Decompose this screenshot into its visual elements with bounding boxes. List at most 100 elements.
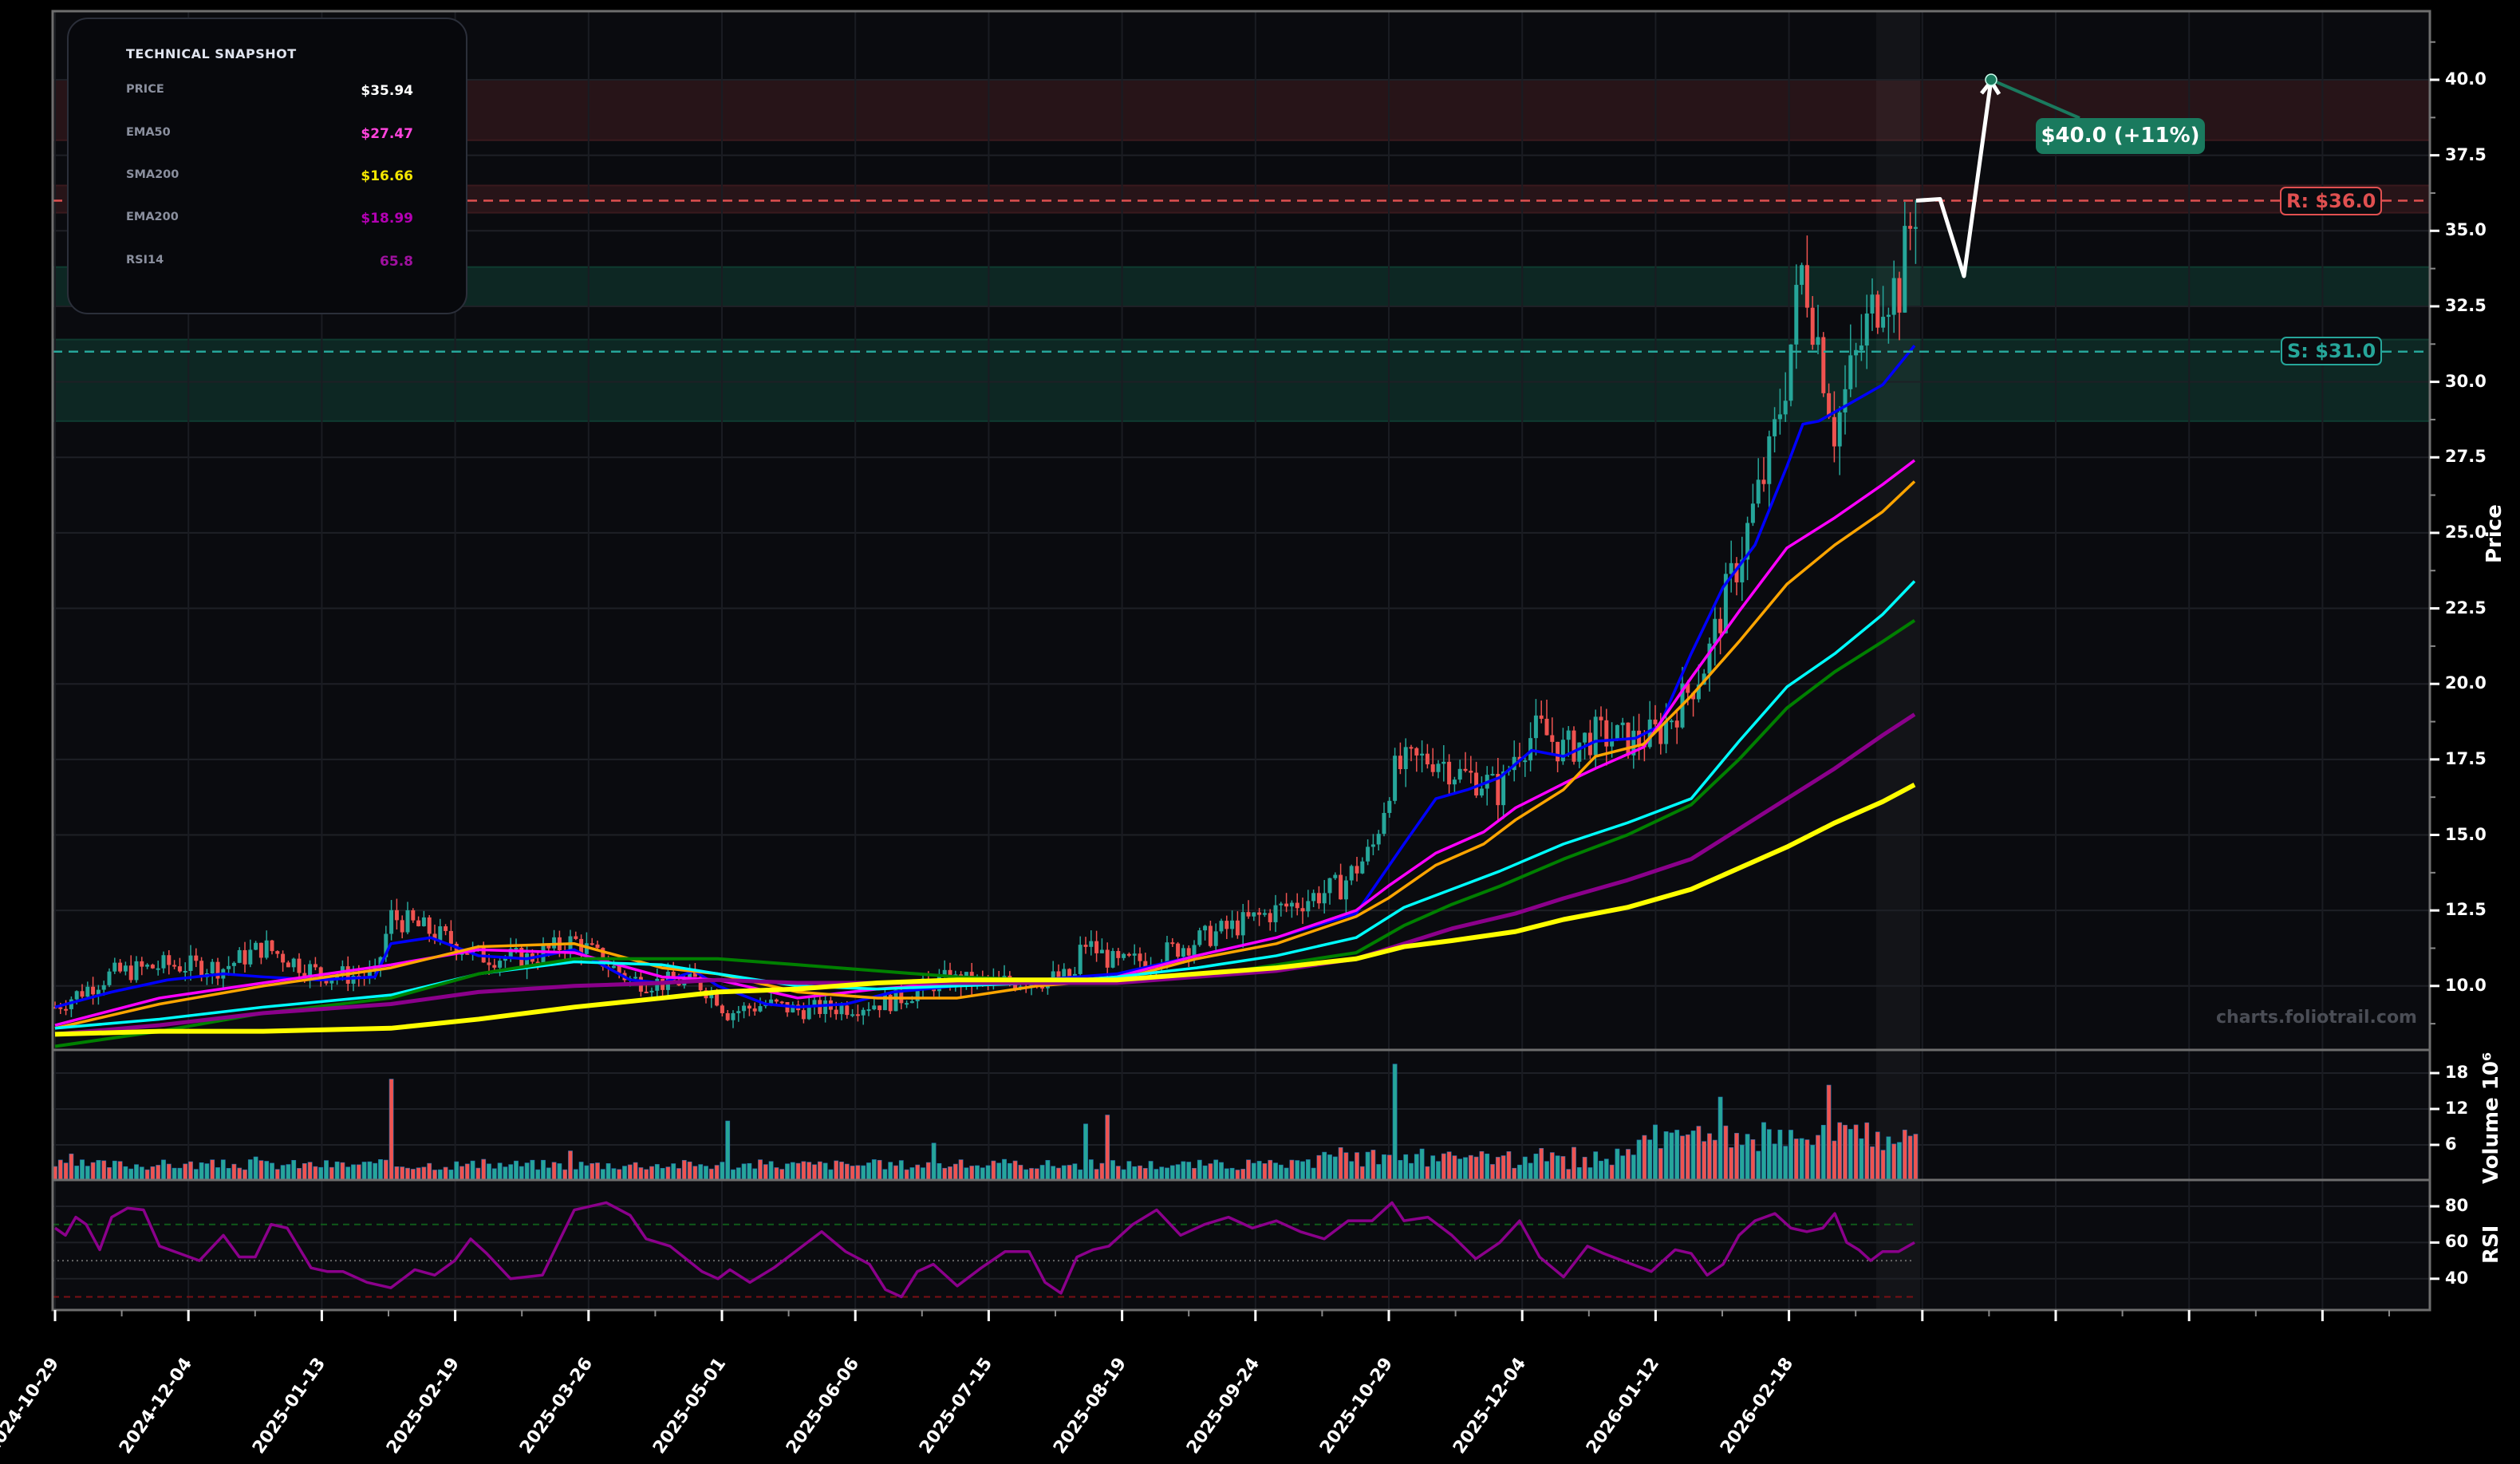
volume-bar (1316, 1154, 1322, 1182)
volume-bar (1593, 1151, 1599, 1182)
volume-bar (1506, 1151, 1512, 1182)
volume-bar (1522, 1156, 1528, 1182)
volume-bar (1138, 1165, 1142, 1182)
candle-body (297, 958, 302, 973)
candle-body (1040, 986, 1045, 988)
candle-body (882, 994, 887, 1011)
candle-body (872, 1005, 877, 1010)
volume-bar (1631, 1154, 1636, 1182)
candle-body (74, 991, 79, 1000)
volume-bar (1853, 1124, 1859, 1182)
candle-body (448, 930, 453, 944)
volume-bar (1392, 1063, 1398, 1182)
snapshot-label: PRICE (126, 83, 164, 96)
candle-body (1235, 920, 1240, 936)
volume-bar (1897, 1142, 1902, 1182)
volume-bar (1555, 1155, 1560, 1182)
candle-body (1593, 716, 1598, 756)
volume-bar (1680, 1135, 1685, 1182)
snapshot-value: $18.99 (361, 211, 413, 227)
volume-bar (1669, 1132, 1674, 1182)
volume-bar (1148, 1161, 1154, 1182)
candle-body (1767, 436, 1772, 484)
candle-body (1447, 761, 1452, 785)
volume-bar (459, 1166, 464, 1182)
volume-bar (714, 1165, 720, 1182)
snapshot-label: EMA50 (126, 126, 171, 139)
candle-body (774, 999, 779, 1002)
volume-bar (383, 1159, 388, 1182)
volume-bar (692, 1166, 698, 1182)
volume-bar (69, 1153, 74, 1182)
candle-body (1583, 732, 1587, 743)
volume-bar (503, 1166, 508, 1182)
volume-bar (1419, 1148, 1425, 1182)
price-tick-label: 30.0 (2445, 371, 2486, 391)
ma-line-ema_orange (54, 480, 1916, 1030)
candle-body (1349, 866, 1354, 881)
candle-body (855, 1014, 860, 1016)
volume-bar (605, 1163, 611, 1182)
price-tick-label: 37.5 (2445, 144, 2486, 164)
ma-line-sma200 (54, 783, 1916, 1037)
volume-bar (975, 1165, 980, 1182)
candle-body (427, 917, 432, 934)
volume-bar (1355, 1152, 1359, 1182)
volume-bar (557, 1163, 562, 1182)
candle-body (1903, 226, 1907, 313)
price-axis-title: Price (2483, 504, 2506, 563)
volume-bar (1777, 1129, 1783, 1182)
price-target-label: $40.0 (+11%) (2036, 118, 2205, 154)
candle-body (432, 933, 437, 941)
candle-body (1750, 503, 1755, 523)
candle-body (1734, 562, 1739, 582)
volume-bar (1804, 1139, 1810, 1182)
snapshot-title: TECHNICAL SNAPSHOT (126, 46, 297, 61)
volume-bar (1268, 1159, 1273, 1182)
volume-bar (1332, 1156, 1338, 1182)
volume-bar (1473, 1156, 1479, 1182)
volume-bar (1837, 1122, 1843, 1182)
volume-bar (790, 1162, 795, 1182)
volume-bar (1273, 1162, 1278, 1182)
volume-bar (795, 1162, 801, 1182)
volume-bar (839, 1161, 844, 1182)
candle-body (1240, 912, 1245, 936)
volume-axis-title: Volume 10⁶ (2479, 1052, 2503, 1184)
candle-body (227, 965, 231, 969)
candle-body (806, 1005, 811, 1020)
candle-body (1550, 735, 1555, 742)
volume-bar (1430, 1155, 1436, 1182)
volume-bar (1907, 1135, 1913, 1182)
candle-body (1126, 953, 1131, 956)
candle-body (1262, 913, 1267, 915)
volume-bar (578, 1162, 584, 1182)
volume-bar (356, 1164, 361, 1182)
candle-body (394, 910, 399, 921)
volume-bar (351, 1164, 356, 1182)
candle-body (671, 972, 676, 981)
candle-body (243, 949, 247, 965)
volume-bar (844, 1163, 850, 1182)
volume-bar (1338, 1146, 1343, 1182)
rsi-line (53, 1201, 1915, 1299)
volume-bar (1615, 1148, 1620, 1182)
candle-body (258, 942, 263, 958)
candle-body (1403, 747, 1408, 770)
candle-body (1827, 393, 1832, 417)
candle-body (1773, 419, 1777, 436)
volume-bar (1398, 1160, 1403, 1182)
volume-bar (681, 1159, 687, 1182)
candle-body (1246, 912, 1251, 917)
candle-body (747, 1005, 751, 1009)
volume-bar (1913, 1134, 1919, 1182)
volume-bar (134, 1164, 139, 1182)
volume-bar (1490, 1164, 1495, 1182)
candle-body (1800, 265, 1804, 286)
volume-bar (270, 1162, 274, 1182)
volume-bar (1376, 1164, 1382, 1182)
volume-bar (307, 1162, 313, 1182)
candle-body (899, 989, 904, 1004)
candle-body (1843, 389, 1848, 412)
candle-body (1718, 618, 1723, 633)
